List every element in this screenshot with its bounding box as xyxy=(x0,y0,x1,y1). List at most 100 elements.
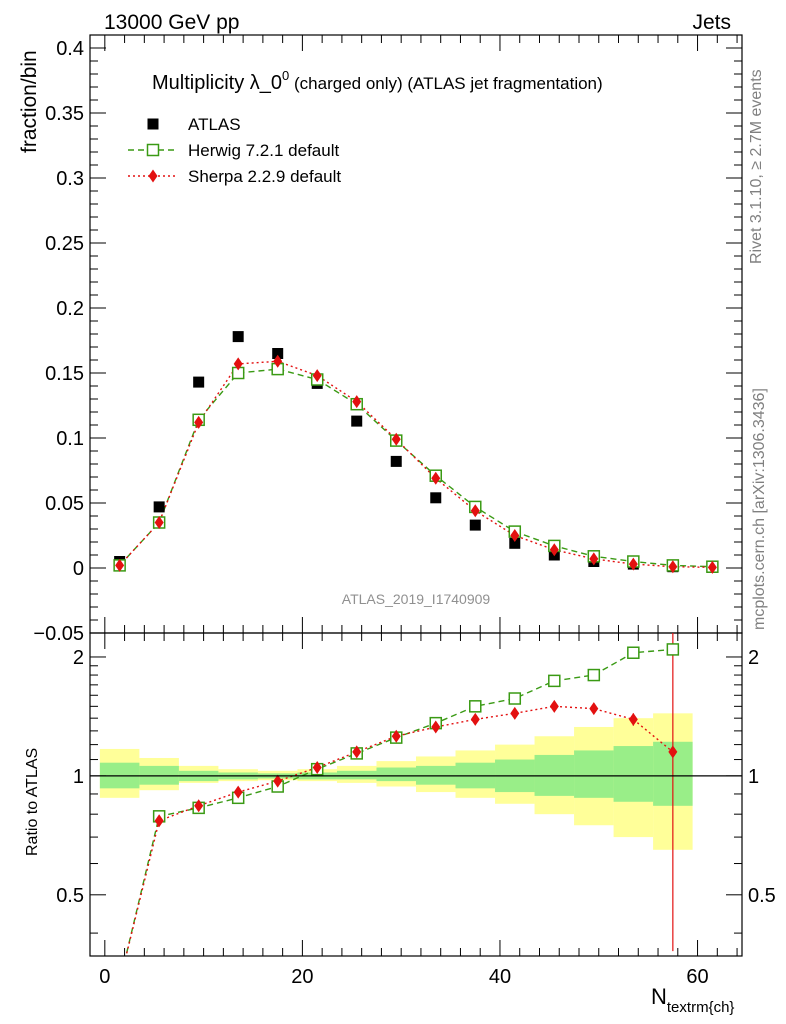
ratio-band-green xyxy=(336,770,377,780)
main-series xyxy=(113,331,719,574)
legend-entry-label: Herwig 7.2.1 default xyxy=(188,141,339,160)
plot-title-rest: (charged only) (ATLAS jet fragmentation) xyxy=(289,74,602,93)
main-axes: −0.05 0 0.05 0.1 0.15 0.2 0.25 0.3 0.35 0.4 xyxy=(33,34,742,645)
ratio-series xyxy=(114,633,680,989)
data-point-diamond xyxy=(470,712,480,726)
main-y-tick-label: 0.25 xyxy=(45,233,84,255)
data-point-diamond xyxy=(391,432,401,446)
data-point-square xyxy=(147,118,159,130)
data-point-open-square xyxy=(666,643,680,656)
data-point-square xyxy=(469,519,481,531)
data-point-diamond xyxy=(154,814,164,828)
data-point-open-square xyxy=(627,646,640,659)
main-y-tick-label: 0.05 xyxy=(45,493,84,515)
x-axis-label: Ntextrm{ch} xyxy=(651,984,734,1016)
data-point-diamond xyxy=(273,354,283,368)
ratio-y-tick-label-right: 0.5 xyxy=(748,885,776,907)
ratio-y-tick-label-right: 1 xyxy=(748,766,759,788)
x-tick-label: 0 xyxy=(99,966,110,988)
series-line xyxy=(119,360,713,569)
legend-entry-label: ATLAS xyxy=(188,115,241,134)
main-y-tick-label: 0.3 xyxy=(56,168,84,190)
ratio-panel-frame xyxy=(89,632,743,957)
data-point-diamond xyxy=(431,471,441,485)
data-point-diamond xyxy=(510,706,520,720)
energy-label: 13000 GeV pp xyxy=(104,11,239,34)
main-y-tick-label: 0.2 xyxy=(56,298,84,320)
data-point-square xyxy=(153,501,165,513)
data-point-diamond xyxy=(707,560,717,574)
data-point-square xyxy=(193,376,205,388)
data-point-open-square xyxy=(146,143,160,157)
data-point-diamond xyxy=(470,504,480,518)
data-point-diamond xyxy=(194,799,204,813)
data-point-diamond xyxy=(352,745,362,759)
ratio-y-tick-label-left: 2 xyxy=(73,647,84,669)
data-point-diamond xyxy=(115,558,125,572)
x-tick-label: 60 xyxy=(686,966,708,988)
ratio-axes: 0.5 0.51 12 20 20 40 60 xyxy=(56,633,776,988)
data-point-square xyxy=(232,331,244,343)
main-y-axis-label: fraction/bin xyxy=(18,50,41,153)
data-point-diamond xyxy=(589,702,599,716)
plot-title: Multiplicity λ_00 (charged only) (ATLAS … xyxy=(152,68,603,94)
data-point-diamond xyxy=(273,774,283,788)
ratio-band-green xyxy=(613,746,654,802)
analysis-id: ATLAS_2019_I1740909 xyxy=(342,591,491,607)
data-point-square xyxy=(272,348,284,359)
main-y-tick-label: 0.4 xyxy=(56,38,84,60)
x-tick-label: 20 xyxy=(291,966,313,988)
data-point-open-square xyxy=(587,668,601,682)
ratio-y-tick-label-left: 1 xyxy=(73,766,84,788)
data-point-open-square xyxy=(508,692,522,705)
ratio-y-tick-label-right: 2 xyxy=(748,647,759,669)
x-tick-label: 40 xyxy=(489,966,511,988)
data-point-diamond xyxy=(628,557,638,571)
data-point-diamond xyxy=(312,369,322,383)
legend-entry-label: Sherpa 2.2.9 default xyxy=(188,167,341,186)
rivet-label: Rivet 3.1.10, ≥ 2.7M events xyxy=(748,69,765,264)
plot-title-sup: 0 xyxy=(282,68,289,83)
data-point-square xyxy=(390,455,402,467)
ratio-band-green xyxy=(376,767,416,782)
main-y-tick-label: 0.1 xyxy=(56,428,84,450)
main-y-tick-label: 0.35 xyxy=(45,103,84,125)
data-point-diamond xyxy=(233,785,243,799)
mcplots-label: mcplots.cern.ch [arXiv:1306.3436] xyxy=(751,388,768,630)
data-point-diamond xyxy=(148,169,158,183)
data-point-diamond xyxy=(549,543,559,557)
data-point-diamond xyxy=(510,529,520,542)
x-axis-label-sub: textrm{ch} xyxy=(667,999,735,1016)
data-point-diamond xyxy=(194,415,204,429)
ratio-y-tick-label-left: 0.5 xyxy=(56,885,84,907)
data-point-diamond xyxy=(628,712,638,726)
data-point-open-square xyxy=(548,674,561,688)
ratio-y-axis-label: Ratio to ATLAS xyxy=(24,748,41,856)
data-point-diamond xyxy=(549,699,559,713)
data-point-diamond xyxy=(589,552,599,566)
main-y-tick-label: 0 xyxy=(73,558,84,580)
data-point-diamond xyxy=(115,976,124,989)
main-y-tick-label: 0.15 xyxy=(45,363,84,385)
data-point-open-square xyxy=(114,977,125,988)
ratio-band-green xyxy=(574,750,614,798)
data-point-diamond xyxy=(668,745,678,759)
data-point-diamond xyxy=(352,395,362,409)
data-point-diamond xyxy=(154,516,164,529)
data-point-diamond xyxy=(668,560,678,574)
series-line xyxy=(119,368,713,568)
data-point-diamond xyxy=(431,720,441,734)
ratio-series-line xyxy=(125,705,674,956)
data-point-square xyxy=(351,415,363,427)
plot-title-main: Multiplicity λ_0 xyxy=(152,72,282,94)
data-point-square xyxy=(509,537,521,549)
process-label: Jets xyxy=(692,11,731,34)
data-point-diamond xyxy=(391,729,401,743)
data-point-open-square xyxy=(469,700,482,713)
main-y-tick-label: −0.05 xyxy=(33,623,84,645)
data-point-diamond xyxy=(233,357,243,371)
data-point-square xyxy=(430,492,442,504)
data-point-diamond xyxy=(312,761,322,775)
x-axis-label-main: N xyxy=(651,984,667,1009)
